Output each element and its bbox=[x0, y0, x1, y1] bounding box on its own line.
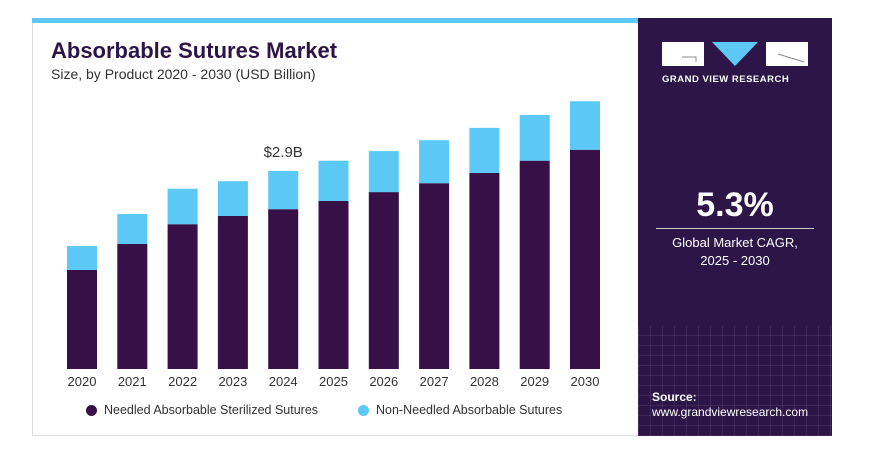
source: Source: www.grandviewresearch.com bbox=[652, 390, 808, 420]
bar-non-needled-2020 bbox=[67, 246, 97, 270]
bar-needled-2020 bbox=[67, 269, 97, 369]
bar-non-needled-2029 bbox=[519, 114, 550, 161]
bar-non-needled-2023 bbox=[217, 181, 248, 217]
x-tick-label: 2020 bbox=[68, 374, 97, 389]
source-link[interactable]: www.grandviewresearch.com bbox=[652, 405, 809, 419]
bar-needled-2024 bbox=[268, 209, 299, 369]
source-label: Source: bbox=[652, 390, 697, 404]
grand-view-research-logo bbox=[662, 42, 808, 66]
brand-name: GRAND VIEW RESEARCH bbox=[662, 74, 790, 85]
bar-chart: 2020 2021 2022 2023 2024 $2.9B 2025 2026 2027 202… bbox=[67, 101, 600, 389]
bar-non-needled-2028 bbox=[469, 127, 500, 173]
bar-non-needled-2025 bbox=[318, 160, 349, 201]
x-tick-label: 2025 bbox=[319, 374, 348, 389]
bar-non-needled-2022 bbox=[167, 188, 198, 225]
legend-item-needled: Needled Absorbable Sterilized Sutures bbox=[86, 403, 318, 417]
accent-stripe bbox=[32, 18, 638, 23]
x-tick-label: 2023 bbox=[218, 374, 247, 389]
chart-subtitle: Size, by Product 2020 - 2030 (USD Billio… bbox=[51, 66, 316, 82]
bar-non-needled-2027 bbox=[419, 140, 450, 184]
x-tick-label: 2026 bbox=[369, 374, 398, 389]
bar-needled-2027 bbox=[419, 183, 450, 369]
bar-non-needled-2024 bbox=[268, 170, 299, 210]
x-tick-label: 2024 bbox=[269, 374, 298, 389]
cagr-value: 5.3% bbox=[696, 186, 774, 224]
legend-swatch bbox=[86, 404, 97, 416]
bar-needled-2026 bbox=[368, 192, 399, 369]
grid-decoration bbox=[638, 326, 832, 436]
divider bbox=[656, 228, 814, 229]
x-tick-label: 2021 bbox=[118, 374, 147, 389]
bar-needled-2028 bbox=[469, 172, 500, 369]
bar-needled-2025 bbox=[318, 200, 349, 369]
legend-swatch bbox=[358, 404, 369, 416]
cagr-label: Global Market CAGR, 2025 - 2030 bbox=[638, 234, 832, 270]
chart-title: Absorbable Sutures Market bbox=[51, 38, 338, 63]
x-tick-label: 2028 bbox=[470, 374, 499, 389]
bar-needled-2023 bbox=[217, 216, 248, 369]
bar-needled-2022 bbox=[167, 224, 198, 369]
x-tick-label: 2029 bbox=[520, 374, 549, 389]
data-label-2024: $2.9B bbox=[264, 144, 303, 161]
bar-non-needled-2026 bbox=[368, 151, 399, 193]
bar-needled-2030 bbox=[570, 149, 600, 369]
legend-label: Needled Absorbable Sterilized Sutures bbox=[104, 403, 319, 417]
legend-item-non-needled: Non-Needled Absorbable Sutures bbox=[358, 403, 562, 417]
cagr-label-line1: Global Market CAGR, bbox=[672, 235, 798, 250]
cagr-label-line2: 2025 - 2030 bbox=[700, 253, 770, 268]
x-tick-label: 2027 bbox=[420, 374, 449, 389]
bar-needled-2029 bbox=[519, 160, 550, 369]
legend-label: Non-Needled Absorbable Sutures bbox=[376, 403, 563, 417]
x-tick-label: 2022 bbox=[168, 374, 197, 389]
bar-needled-2021 bbox=[117, 244, 148, 369]
info-panel: GRAND VIEW RESEARCH 5.3% Global Market C… bbox=[638, 18, 832, 436]
bar-non-needled-2030 bbox=[570, 101, 600, 150]
x-tick-label: 2030 bbox=[571, 374, 600, 389]
bar-non-needled-2021 bbox=[117, 213, 148, 245]
